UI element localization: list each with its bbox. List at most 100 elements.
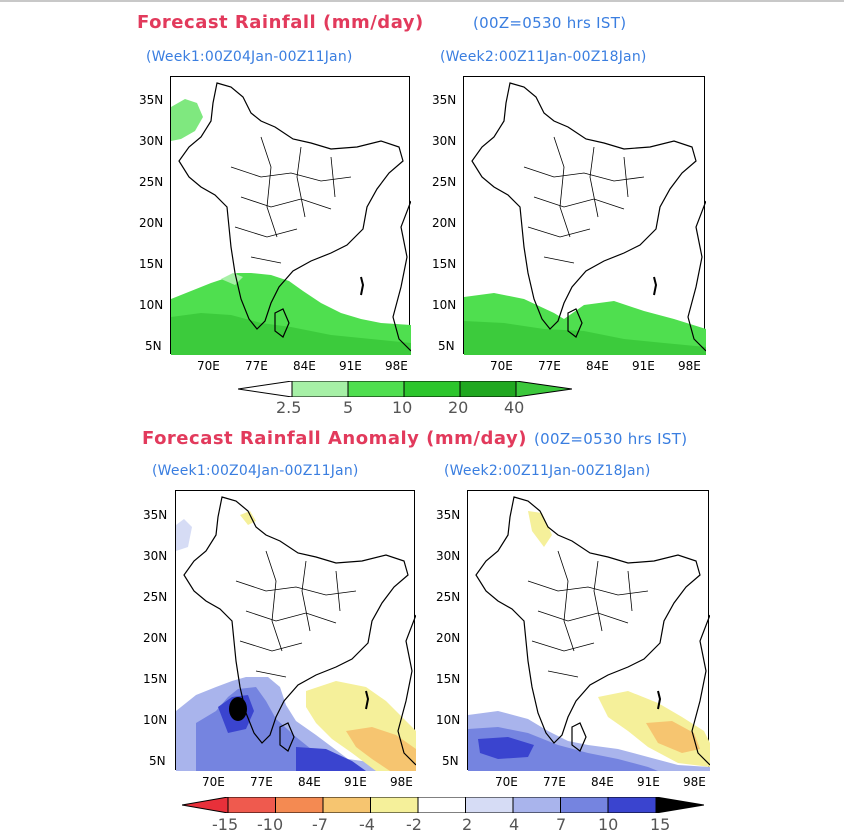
lat-tick: 10N	[432, 298, 457, 312]
lat-tick: 30N	[139, 134, 164, 148]
lat-tick: 5N	[149, 754, 166, 768]
lat-tick: 5N	[442, 754, 459, 768]
rainfall-time-note: (00Z=0530 hrs IST)	[473, 14, 627, 32]
lat-tick: 30N	[143, 549, 168, 563]
lon-tick: 91E	[339, 359, 362, 373]
rainfall-week1-title: (Week1:00Z04Jan-00Z11Jan)	[146, 49, 353, 65]
anomaly-week2-title: (Week2:00Z11Jan-00Z18Jan)	[444, 463, 651, 479]
lat-tick: 10N	[436, 713, 461, 727]
anomaly-orange	[646, 721, 700, 753]
lat-tick: 25N	[143, 590, 168, 604]
lon-tick: 84E	[293, 359, 316, 373]
anomaly-week1-map	[175, 490, 416, 771]
lat-tick: 5N	[438, 339, 455, 353]
state-boundaries	[230, 136, 352, 264]
anomaly-legend-label: 4	[509, 815, 520, 834]
lon-tick: 91E	[632, 359, 655, 373]
lon-tick: 77E	[543, 775, 566, 789]
lat-tick: 35N	[143, 508, 168, 522]
rainfall-week2-map	[463, 76, 706, 355]
andaman-islands	[360, 276, 365, 296]
lat-tick: 20N	[436, 631, 461, 645]
lat-tick: 30N	[432, 134, 457, 148]
lon-tick: 70E	[490, 359, 513, 373]
southeast-asia-coast	[392, 200, 411, 352]
anomaly-blue-strong-east	[296, 747, 366, 771]
lat-tick: 10N	[139, 298, 164, 312]
anomaly-blue-mid	[468, 727, 658, 771]
lon-tick: 77E	[245, 359, 268, 373]
anomaly-orange	[346, 727, 416, 771]
sri-lanka-outline	[279, 722, 295, 752]
lon-tick: 98E	[385, 359, 408, 373]
anomaly-legend-label: 15	[650, 815, 671, 834]
lon-tick: 98E	[390, 775, 413, 789]
anomaly-legend-label: 7	[556, 815, 567, 834]
anomaly-legend-label: -7	[312, 815, 328, 834]
lat-tick: 15N	[143, 672, 168, 686]
lon-tick: 77E	[250, 775, 273, 789]
lat-tick: 25N	[139, 175, 164, 189]
sri-lanka-outline	[567, 308, 583, 338]
lon-tick: 98E	[678, 359, 701, 373]
lat-tick: 30N	[436, 549, 461, 563]
anomaly-title: Forecast Rainfall Anomaly (mm/day)	[142, 428, 527, 449]
southeast-asia-coast	[691, 614, 710, 766]
anomaly-legend-label: 2	[462, 815, 473, 834]
india-outline	[471, 82, 697, 330]
lat-tick: 35N	[139, 93, 164, 107]
anomaly-legend-label: -2	[406, 815, 422, 834]
state-boundaries	[527, 550, 649, 678]
sri-lanka-outline	[571, 722, 587, 752]
lon-tick: 84E	[586, 359, 609, 373]
rainfall-legend-label: 5	[343, 398, 354, 417]
lon-tick: 70E	[202, 775, 225, 789]
rain-area-south-heavy	[464, 321, 706, 355]
anomaly-legend-label: -4	[359, 815, 375, 834]
anomaly-legend-label: -15	[212, 815, 239, 834]
rainfall-legend-label: 40	[504, 398, 525, 417]
lat-tick: 15N	[436, 672, 461, 686]
lat-tick: 20N	[143, 631, 168, 645]
sri-lanka-outline	[274, 308, 290, 338]
lon-tick: 70E	[495, 775, 518, 789]
lat-tick: 5N	[145, 339, 162, 353]
anomaly-yellow-north	[240, 511, 256, 525]
anomaly-week1-title: (Week1:00Z04Jan-00Z11Jan)	[152, 463, 359, 479]
rain-area-south-heavy	[171, 313, 411, 355]
lat-tick: 35N	[436, 508, 461, 522]
india-outline	[178, 82, 404, 330]
rain-area-northwest	[171, 99, 203, 141]
rainfall-week1-map	[170, 76, 411, 355]
lat-tick: 15N	[432, 257, 457, 271]
rainfall-week2-title: (Week2:00Z11Jan-00Z18Jan)	[440, 49, 647, 65]
lon-tick: 84E	[298, 775, 321, 789]
andaman-islands	[657, 690, 662, 710]
state-boundaries	[523, 136, 645, 264]
india-outline	[183, 496, 409, 744]
rainfall-title: Forecast Rainfall (mm/day)	[137, 12, 424, 33]
lat-tick: 20N	[139, 216, 164, 230]
lon-tick: 98E	[683, 775, 706, 789]
rainfall-legend-label: 10	[392, 398, 413, 417]
anomaly-yellow-north	[528, 511, 552, 547]
top-border-line	[0, 0, 844, 2]
lon-tick: 70E	[197, 359, 220, 373]
rainfall-legend-label: 20	[448, 398, 469, 417]
lat-tick: 10N	[143, 713, 168, 727]
rainfall-legend-label: 2.5	[276, 398, 302, 417]
rainfall-colorbar	[238, 381, 572, 397]
southeast-asia-coast	[687, 200, 706, 352]
lon-tick: 91E	[344, 775, 367, 789]
anomaly-week2-map	[467, 490, 710, 771]
lat-tick: 25N	[436, 590, 461, 604]
anomaly-legend-label: 10	[598, 815, 619, 834]
lon-tick: 91E	[637, 775, 660, 789]
lat-tick: 15N	[139, 257, 164, 271]
lon-tick: 84E	[591, 775, 614, 789]
lon-tick: 77E	[538, 359, 561, 373]
lat-tick: 20N	[432, 216, 457, 230]
india-outline	[475, 496, 701, 744]
anomaly-black-core	[229, 697, 247, 721]
anomaly-time-note: (00Z=0530 hrs IST)	[534, 430, 688, 448]
